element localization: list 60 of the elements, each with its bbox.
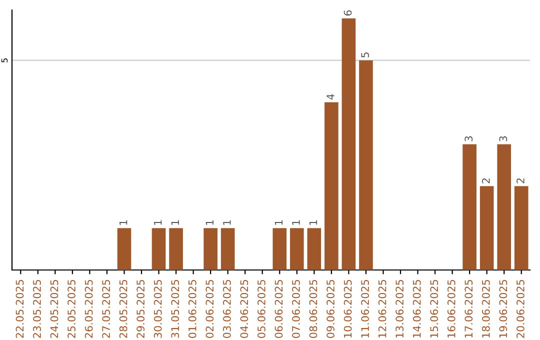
x-tick-label: 24.05.2025 — [50, 280, 58, 338]
bar — [514, 186, 528, 270]
x-tick-label: 12.06.2025 — [378, 280, 386, 338]
bar — [307, 228, 322, 270]
x-tick-label: 15.06.2025 — [430, 280, 438, 338]
x-tick-label: 22.05.2025 — [16, 280, 24, 338]
x-tick-label: 19.06.2025 — [499, 280, 508, 338]
bar — [324, 102, 338, 270]
x-tick-label: 28.05.2025 — [119, 280, 128, 338]
data-label: 5 — [361, 52, 369, 58]
x-tick-label: 08.06.2025 — [309, 280, 318, 338]
bar — [204, 228, 218, 270]
x-tick-label: 26.05.2025 — [84, 280, 93, 338]
x-tick-label: 17.06.2025 — [464, 280, 473, 338]
x-tick-label: 10.06.2025 — [344, 280, 352, 338]
bar — [117, 228, 132, 270]
data-label: 1 — [292, 220, 300, 225]
x-tick-label: 04.06.2025 — [240, 280, 248, 338]
data-label: 3 — [499, 136, 508, 142]
bar — [220, 228, 235, 270]
data-label: 1 — [223, 220, 231, 225]
x-tick-label: 09.06.2025 — [326, 280, 334, 338]
bar — [342, 18, 356, 270]
x-tick-label: 05.06.2025 — [258, 280, 266, 338]
x-tick-label: 01.06.2025 — [188, 280, 196, 338]
x-tick-label: 30.05.2025 — [154, 280, 162, 338]
x-tick-label: 14.06.2025 — [412, 280, 421, 338]
bar — [462, 144, 476, 270]
data-label: 1 — [274, 220, 283, 225]
x-tick-label: 20.06.2025 — [516, 280, 524, 338]
data-label: 6 — [344, 10, 352, 16]
x-tick-label: 27.05.2025 — [102, 280, 110, 338]
data-label: 1 — [120, 220, 128, 225]
bar — [272, 228, 287, 270]
x-tick-label: 07.06.2025 — [292, 280, 300, 338]
bar — [480, 186, 494, 270]
bar — [290, 228, 304, 270]
data-label: 2 — [482, 178, 490, 184]
bar — [497, 144, 512, 270]
bar — [152, 228, 166, 270]
x-tick-label: 18.06.2025 — [482, 280, 490, 338]
data-label: 1 — [206, 220, 214, 225]
bar — [169, 228, 183, 270]
x-tick-label: 29.05.2025 — [136, 280, 145, 338]
x-tick-label: 03.06.2025 — [222, 280, 231, 338]
x-tick-label: 13.06.2025 — [396, 280, 404, 338]
x-tick-label: 31.05.2025 — [171, 280, 180, 338]
x-tick-label: 06.06.2025 — [274, 280, 283, 338]
x-tick-label: 16.06.2025 — [447, 280, 456, 338]
data-label: 3 — [464, 136, 473, 142]
data-label: 1 — [171, 220, 179, 225]
bar — [359, 60, 373, 270]
data-label: 1 — [154, 220, 162, 225]
x-tick-label: 25.05.2025 — [68, 280, 76, 338]
x-tick-label: 02.06.2025 — [206, 280, 214, 338]
data-label: 2 — [516, 178, 524, 184]
x-tick-label: 11.06.2025 — [361, 280, 369, 338]
x-tick-label: 23.05.2025 — [33, 280, 41, 338]
data-label: 4 — [326, 94, 334, 100]
data-label: 1 — [309, 220, 318, 225]
